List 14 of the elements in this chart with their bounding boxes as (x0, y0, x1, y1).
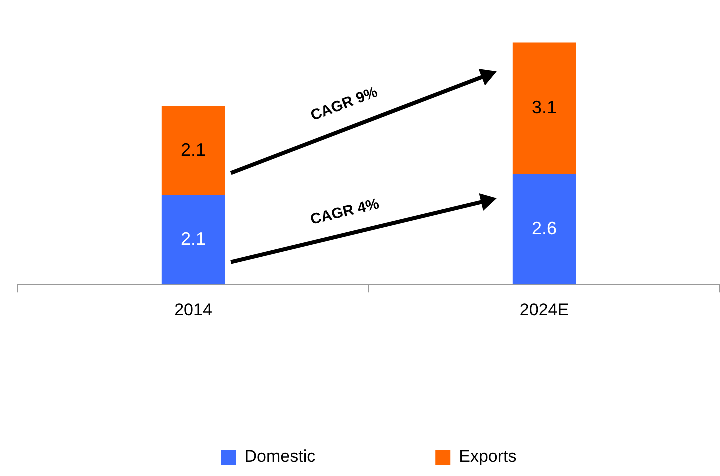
bar (162, 106, 226, 196)
bar (512, 42, 576, 174)
legend-label: Domestic (244, 447, 316, 466)
data-label: 2.1 (180, 229, 206, 250)
data-label: 2.1 (180, 140, 206, 160)
data-label: 2.6 (532, 218, 558, 238)
bar (512, 174, 576, 285)
annotation: CAGR 4% (308, 196, 381, 228)
x-tick-label: 2024E (520, 300, 570, 320)
annotation: CAGR 9% (308, 84, 380, 125)
legend-label: Exports (459, 447, 517, 466)
x-tick-label: 2014 (174, 300, 212, 320)
bar (162, 195, 226, 285)
data-label: 3.1 (532, 97, 558, 118)
